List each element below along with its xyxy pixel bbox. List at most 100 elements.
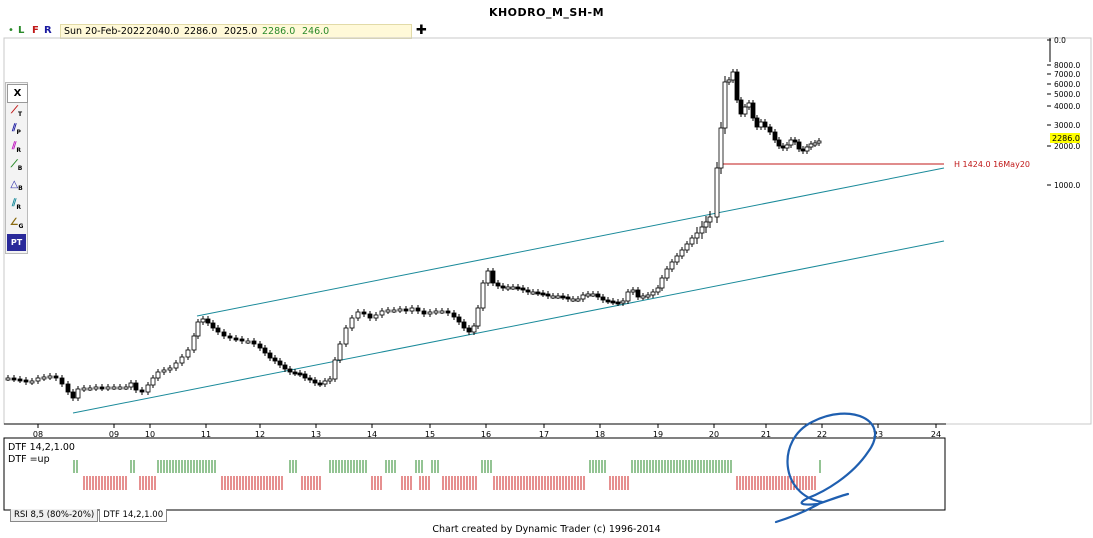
candles [5, 69, 822, 401]
candle-body [409, 307, 415, 312]
candle-body [734, 71, 740, 101]
candle-body [415, 307, 421, 312]
candle-body [427, 311, 433, 315]
candle-body [145, 384, 151, 393]
y-tick-label: 1000.0 [1054, 181, 1080, 190]
x-tick-label: 23 [873, 430, 883, 439]
candle-body [510, 286, 516, 290]
chart-title: KHODRO_M_SH-M [488, 6, 605, 19]
y-tick-label: 3000.0 [1054, 121, 1080, 130]
candle-body [391, 309, 397, 313]
candle-body [5, 377, 11, 381]
handwritten-scribble [774, 412, 876, 524]
band-tool-icon[interactable]: ⟋B [10, 159, 23, 172]
candle-body [515, 286, 521, 290]
candle-body [361, 311, 367, 315]
candle-body [635, 289, 641, 298]
candle-body [535, 291, 541, 295]
channel-upper-line[interactable] [196, 167, 945, 317]
candle-body [540, 292, 546, 296]
candle-body [403, 308, 409, 312]
tab-dtf[interactable]: DTF 14,2,1.00 [99, 509, 168, 522]
retracement-tool-icon[interactable]: ⫽R [11, 198, 22, 211]
candle-body [111, 386, 117, 390]
candle-body [81, 387, 87, 391]
box-tool-icon[interactable]: △B [10, 179, 23, 192]
candle-body [461, 321, 467, 329]
bar-date: Sun 20-Feb-2022 [64, 26, 146, 37]
candle-body [495, 282, 501, 287]
candle-body [738, 99, 744, 115]
parallel-tool-icon[interactable]: ⫽P [12, 123, 21, 136]
candle-body [530, 291, 536, 295]
candle-body [605, 299, 611, 303]
candle-body [307, 377, 313, 381]
candle-body [70, 391, 76, 399]
dtf-bars [73, 460, 821, 490]
candle-body [580, 294, 586, 300]
candle-body [707, 216, 713, 223]
status-dot-icon: • [8, 25, 14, 36]
x-tick-label: 08 [33, 430, 43, 439]
candle-body [185, 349, 191, 358]
candle-body [762, 121, 768, 128]
candle-body [210, 322, 216, 329]
candle-body [520, 287, 526, 291]
candle-body [433, 310, 439, 314]
candle-body [684, 243, 690, 251]
tab-rsi[interactable]: RSI 8,5 (80%-20%) [10, 509, 99, 522]
candle-body [47, 375, 53, 379]
candle-body [796, 141, 802, 150]
y-tick-label: 5000.0 [1054, 90, 1080, 99]
high-line-label: H 1424.0 16May20 [954, 160, 1030, 169]
candle-body [590, 293, 596, 297]
candle-body [215, 327, 221, 333]
channel-lower-line[interactable] [72, 240, 945, 414]
candle-body [99, 386, 105, 390]
candle-body [500, 285, 506, 289]
candle-body [746, 102, 752, 108]
candle-body [150, 377, 156, 386]
candle-body [257, 343, 263, 349]
candle-body [466, 327, 472, 333]
info-bar: • L F R [4, 24, 1092, 38]
candle-body [714, 167, 720, 218]
candle-body [600, 296, 606, 301]
pt-tool-icon[interactable]: PT [7, 234, 26, 251]
candle-body [689, 237, 695, 245]
candle-body [722, 81, 728, 129]
trendline-tool-icon[interactable]: ⟋T [10, 105, 23, 118]
crosshair-plus-icon[interactable]: ✚ [416, 23, 427, 38]
candle-body [570, 298, 576, 302]
candle-body [161, 369, 167, 373]
y-tick-label: 2000.0 [1054, 142, 1080, 151]
candle-body [490, 270, 496, 284]
bar-close: 2286.0 [262, 26, 296, 37]
close-tool-icon[interactable]: X [7, 84, 28, 103]
candle-body [545, 293, 551, 297]
candle-body [659, 277, 665, 289]
flag-f[interactable]: F [32, 25, 39, 36]
candle-body [227, 335, 233, 339]
x-tick-label: 19 [653, 430, 663, 439]
candle-body [650, 291, 656, 296]
indicator-tabs: RSI 8,5 (80%-20%) DTF 14,2,1.00 [10, 509, 168, 523]
candle-body [445, 310, 451, 314]
candle-body [327, 378, 333, 382]
candle-body [585, 293, 591, 297]
gann-tool-icon[interactable]: ∠G [9, 217, 24, 230]
flag-r[interactable]: R [44, 25, 52, 36]
candle-body [262, 347, 268, 354]
ray-tool-icon[interactable]: ⫽R [11, 141, 22, 154]
candle-body [718, 127, 724, 169]
candle-body [694, 232, 700, 239]
plot-frame [3, 37, 1092, 425]
candle-body [669, 261, 675, 270]
candle-body [575, 298, 581, 302]
flag-l[interactable]: L [18, 25, 25, 36]
candle-body [200, 318, 206, 323]
candle-body [767, 126, 773, 133]
candle-body [251, 340, 257, 345]
candle-body [287, 368, 293, 373]
candle-body [754, 117, 760, 128]
